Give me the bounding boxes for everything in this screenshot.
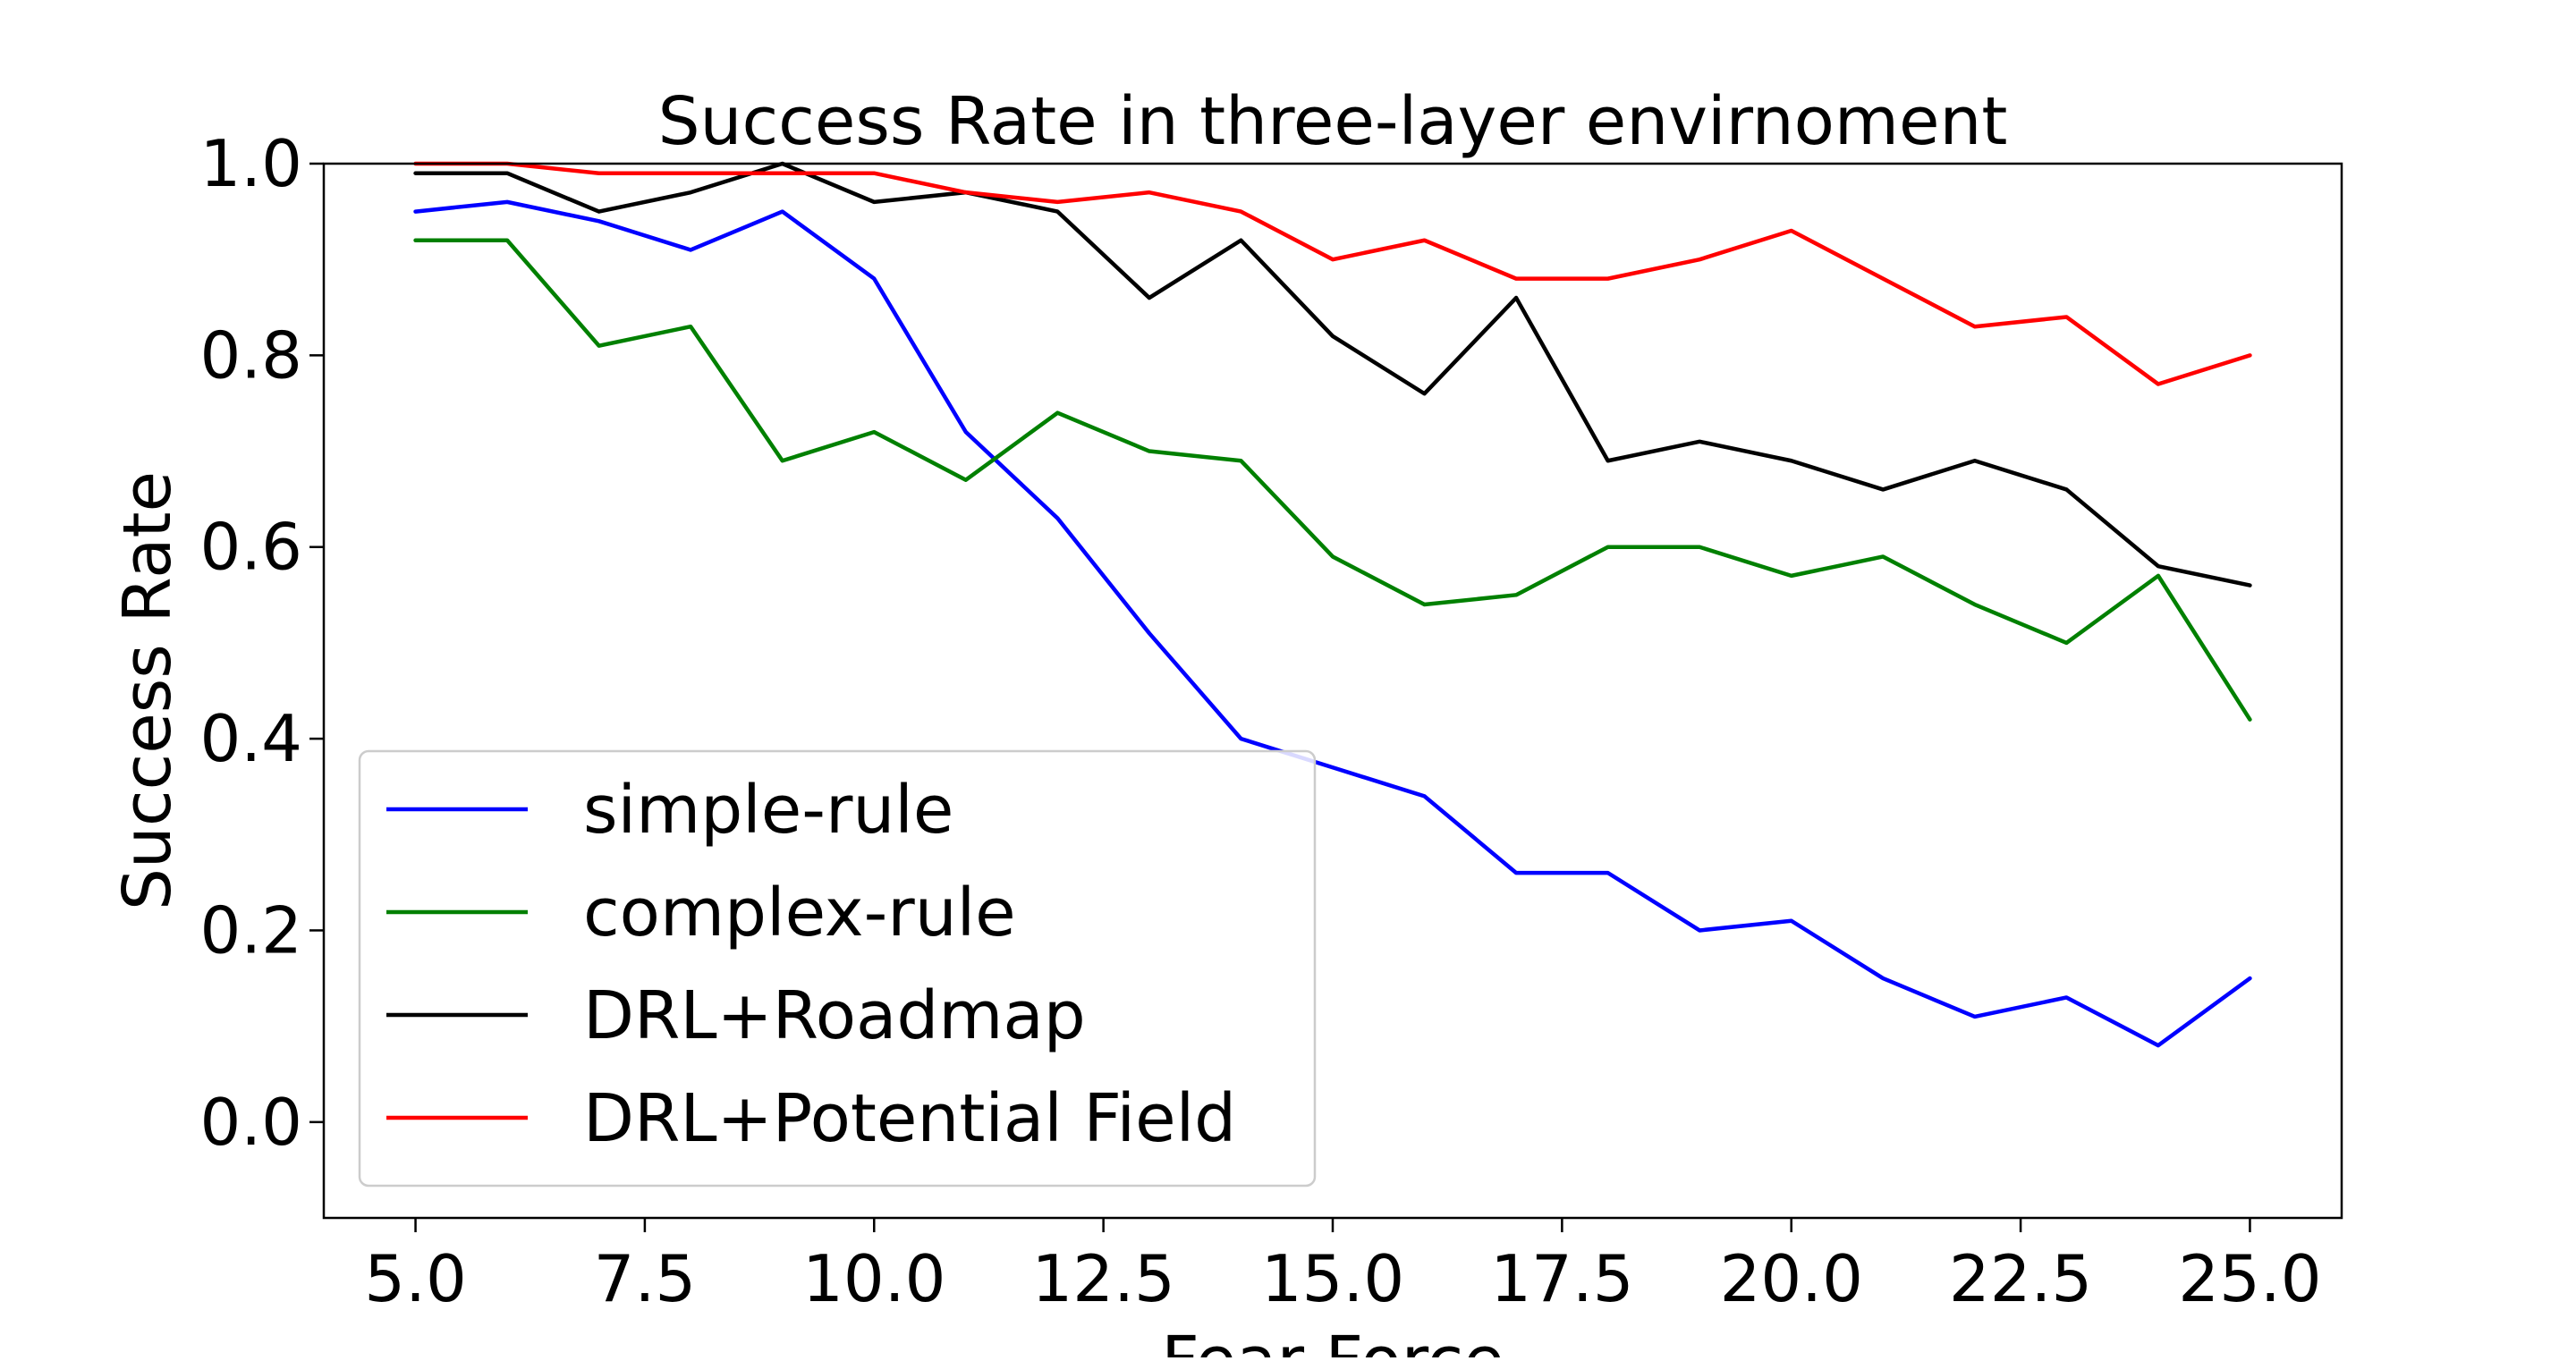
- x-tick-label: 17.5: [1490, 1241, 1633, 1316]
- y-axis-ticks: 0.0 0.2 0.4 0.6 0.8 1.0: [199, 126, 324, 1160]
- x-tick-label: 12.5: [1031, 1241, 1174, 1316]
- series-line-complex-rule: [413, 238, 2252, 722]
- series-line-simple-rule: [413, 199, 2252, 1048]
- x-axis-label: Fear Force: [1161, 1323, 1504, 1357]
- legend: simple-rule complex-rule DRL+Roadmap DRL+Po…: [358, 749, 1317, 1188]
- x-tick-label: 25.0: [2178, 1241, 2321, 1316]
- series-layer: [413, 161, 2252, 1048]
- series-line-drl-potential-field: [413, 161, 2252, 386]
- chart-title: Success Rate in three-layer envirnoment: [658, 83, 2008, 160]
- legend-label: DRL+Roadmap: [583, 977, 1086, 1054]
- legend-label: DRL+Potential Field: [583, 1080, 1236, 1157]
- y-tick-label: 0.6: [199, 510, 302, 585]
- y-tick-label: 0.2: [199, 892, 302, 968]
- series-line-drl-roadmap: [413, 161, 2252, 588]
- legend-label: complex-rule: [583, 875, 1016, 951]
- y-tick-label: 0.8: [199, 317, 302, 393]
- x-tick-label: 10.0: [802, 1241, 945, 1316]
- x-tick-label: 7.5: [594, 1241, 697, 1316]
- x-tick-label: 5.0: [364, 1241, 467, 1316]
- x-tick-label: 20.0: [1720, 1241, 1863, 1316]
- x-tick-label: 15.0: [1261, 1241, 1404, 1316]
- y-tick-label: 1.0: [199, 126, 302, 201]
- x-tick-label: 22.5: [1949, 1241, 2092, 1316]
- y-tick-label: 0.4: [199, 701, 302, 776]
- y-axis-label: Success Rate: [109, 471, 186, 910]
- x-axis-ticks: 5.0 7.5 10.0 12.5 15.0 17.5 20.0 22.5 25.0: [364, 1218, 2322, 1316]
- y-tick-label: 0.0: [199, 1085, 302, 1160]
- legend-box: [358, 749, 1317, 1188]
- legend-label: simple-rule: [583, 772, 953, 849]
